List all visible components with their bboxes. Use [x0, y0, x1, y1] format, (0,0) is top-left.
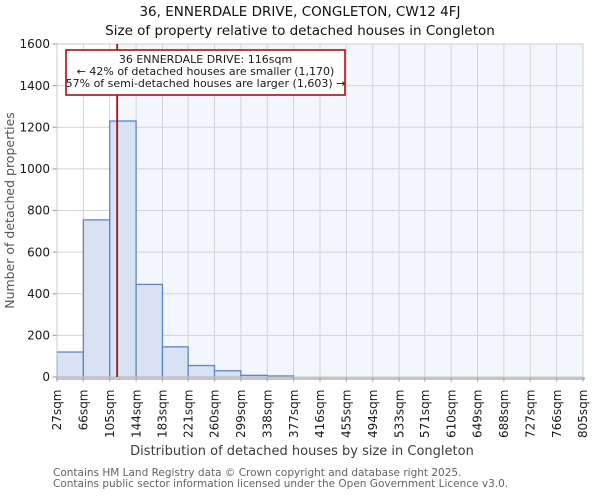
- x-tick-label: 260sqm: [208, 390, 222, 438]
- histogram-bar: [213, 370, 242, 378]
- y-tick-label: 1000: [19, 162, 50, 176]
- x-tick-label: 455sqm: [340, 390, 354, 438]
- page-subtitle: Size of property relative to detached ho…: [105, 23, 495, 39]
- x-tick-label: 183sqm: [156, 390, 170, 438]
- annotation-line2: ← 42% of detached houses are smaller (1,…: [77, 65, 335, 78]
- annotation-box: [65, 49, 346, 96]
- x-tick-label: 727sqm: [523, 390, 537, 438]
- y-axis-title: Number of detached properties: [2, 112, 17, 309]
- x-tick-label: 105sqm: [103, 390, 117, 438]
- histogram-bar: [82, 219, 111, 378]
- y-tick-label: 1400: [19, 79, 50, 93]
- y-tick-label: 600: [27, 245, 50, 259]
- y-tick-label: 200: [27, 329, 50, 343]
- histogram-bar: [187, 364, 216, 378]
- x-tick-label: 688sqm: [497, 390, 511, 438]
- y-tick-label: 1600: [19, 37, 50, 51]
- x-tick-label: 299sqm: [234, 390, 248, 438]
- attribution-line-2: Contains public sector information licen…: [53, 478, 509, 490]
- x-tick-label: 221sqm: [181, 390, 195, 438]
- histogram-bar: [56, 351, 85, 378]
- x-tick-label: 338sqm: [260, 390, 274, 438]
- histogram-bar: [135, 283, 164, 378]
- x-tick-label: 66sqm: [77, 390, 91, 431]
- x-tick-label: 533sqm: [392, 390, 406, 438]
- x-tick-label: 377sqm: [287, 390, 301, 438]
- x-tick-label: 805sqm: [576, 390, 590, 438]
- annotation-line1: 36 ENNERDALE DRIVE: 116sqm: [119, 53, 292, 66]
- x-tick-label: 649sqm: [471, 390, 485, 438]
- y-tick-label: 400: [27, 287, 50, 301]
- x-tick-label: 571sqm: [418, 390, 432, 438]
- x-tick-label: 144sqm: [129, 390, 143, 438]
- x-tick-label: 766sqm: [550, 390, 564, 438]
- x-tick-label: 494sqm: [366, 390, 380, 438]
- x-tick-label: 610sqm: [444, 390, 458, 438]
- y-tick-label: 800: [27, 204, 50, 218]
- annotation-line3: 57% of semi-detached houses are larger (…: [66, 77, 346, 90]
- y-tick-label: 1200: [19, 120, 50, 134]
- page-title: 36, ENNERDALE DRIVE, CONGLETON, CW12 4FJ: [139, 4, 461, 20]
- x-tick-label: 27sqm: [50, 390, 64, 431]
- attribution-line-1: Contains HM Land Registry data © Crown c…: [53, 467, 462, 479]
- histogram-bar: [161, 346, 189, 378]
- histogram-bar: [109, 120, 137, 378]
- x-axis-title: Distribution of detached houses by size …: [130, 444, 474, 459]
- y-tick-label: 0: [42, 370, 50, 384]
- x-tick-label: 416sqm: [313, 390, 327, 438]
